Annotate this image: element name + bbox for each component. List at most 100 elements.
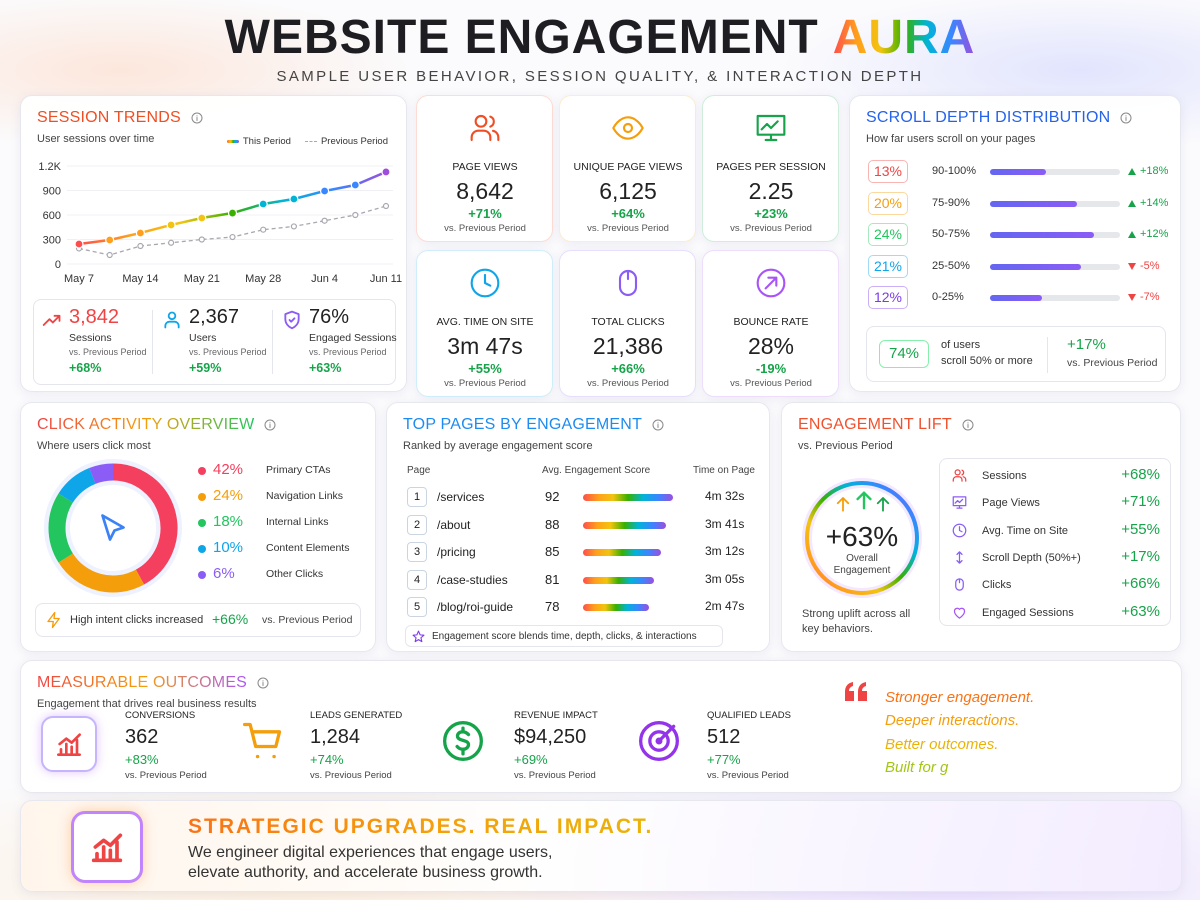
percent-box: 21% [868,254,908,278]
legend-dot [198,545,206,553]
data-point [289,194,299,204]
x-tick-label: Jun 4 [311,273,338,285]
divider [152,310,153,374]
legend-value: 6% [213,565,235,582]
icon-shape [952,496,967,510]
score-bar [583,576,654,584]
score-bar [583,521,666,529]
panel-title: SESSION TRENDS [37,109,181,126]
page-path: /blog/roi-guide [437,600,514,614]
legend-dot [198,519,206,527]
kpi-card: PAGE VIEWS 8,642 +71% vs. Previous Period [416,95,553,242]
outcome-note: vs. Previous Period [310,770,392,781]
engagement-lift-panel: ENGAGEMENT LIFT vs. Previous Period +63% Ov… [781,402,1181,652]
change: -7% [1140,291,1160,303]
data-point [382,202,390,210]
stat-change: +68% [69,361,102,375]
data-point [137,242,144,250]
x-tick-label: May 7 [64,273,94,285]
range-label: 25-50% [932,259,970,272]
lift-change: +71% [1121,493,1160,511]
bar [990,169,1047,175]
legend-value: 42% [213,461,244,478]
data-point [166,220,176,230]
icon-shape [952,469,967,482]
kpi-value: 2.25 [748,178,794,204]
panel-title: CLICK ACTIVITY OVERVIEW [37,416,255,433]
data-point [320,186,330,196]
lift-label: Page Views [982,497,1040,510]
panel-subtitle: Ranked by average engagement score [403,440,593,452]
footnote-box: Engagement score blends time, depth, cli… [405,625,723,647]
lift-label: Sessions [982,470,1027,482]
line-chart: 0 300 600 900 1.2K May 7 May 14 May 21 May 28 Jun… [38,161,402,285]
icon-shape [652,419,664,431]
data-point [106,251,113,259]
lift-label: Scroll Depth (50%+) [982,551,1081,564]
banner-panel: STRATEGIC UPGRADES. REAL IMPACT. We engin… [20,800,1182,892]
icon [652,419,664,431]
summary-value: 74% [879,340,929,368]
page-path: /services [437,490,485,504]
x-tick-label: May 14 [122,273,158,285]
legend-label: Internal Links [266,516,329,528]
quote-line: Deeper interactions. [885,712,1020,730]
lift-change: +55% [1121,520,1160,538]
kpi-change: +64% [611,206,645,221]
bar-track [990,169,1120,175]
icon [470,268,500,298]
arrow-shape [1128,199,1136,207]
icon [618,269,638,296]
stat-change: +59% [189,361,222,375]
footer-box: High intent clicks increased +66% vs. Prev… [35,603,361,637]
icon [191,112,203,124]
kpi-label: PAGES PER SESSION [716,161,826,173]
caption: Strong uplift across all key behaviors. [802,608,911,635]
legend-label: Other Clicks [266,568,324,580]
icon [956,551,963,564]
kpi-card: PAGES PER SESSION 2.25 +23% vs. Previous Pe… [702,95,839,242]
stat-change: +63% [309,361,342,375]
data-point [168,239,175,246]
kpi-card: UNIQUE PAGE VIEWS 6,125 +64% vs. Previous P… [559,95,696,242]
lift-label: Clicks [982,579,1012,592]
outcome-change: +83% [125,752,159,767]
score: 81 [545,571,560,587]
bar-track [990,295,1120,301]
icon-shape [284,310,300,330]
icon-shape [470,268,500,298]
column-header: Avg. Engagement Score [542,465,651,476]
legend-label: Primary CTAs [266,464,331,476]
icon [264,419,276,431]
kpi-label: PAGE VIEWS [452,161,518,173]
kpi-label: BOUNCE RATE [733,316,809,328]
bar [990,295,1042,301]
icon [952,496,967,510]
quote-line: Stronger engagement. [885,689,1035,706]
rank-box: 3 [407,542,427,562]
panel-title: TOP PAGES BY ENGAGEMENT [403,416,643,433]
session-trends-panel: SESSION TRENDS User sessions over time 0 30… [20,95,407,392]
icon-shape [612,116,644,140]
data-point [352,211,359,219]
stat-note: vs. Previous Period [309,347,387,357]
outcome-note: vs. Previous Period [125,770,207,781]
change: +14% [1140,196,1169,209]
data-point [74,239,84,249]
icon-shape [956,551,963,564]
footer-note: vs. Previous Period [262,614,353,626]
lift-change: +17% [1121,547,1160,565]
time-on-page: 2m 47s [705,599,745,613]
legend-item: Previous Period [304,136,388,147]
outcome-label: LEADS GENERATED [310,710,403,721]
icon-shape [257,677,269,689]
icon-shape [955,578,964,591]
footer-change: +66% [212,611,249,627]
column-header: Time on Page [693,465,755,476]
score-bar [583,604,649,611]
outcome-value: 362 [125,726,159,748]
stat-label: Engaged Sessions [309,332,397,344]
icon [756,114,786,142]
change: -5% [1140,259,1160,272]
